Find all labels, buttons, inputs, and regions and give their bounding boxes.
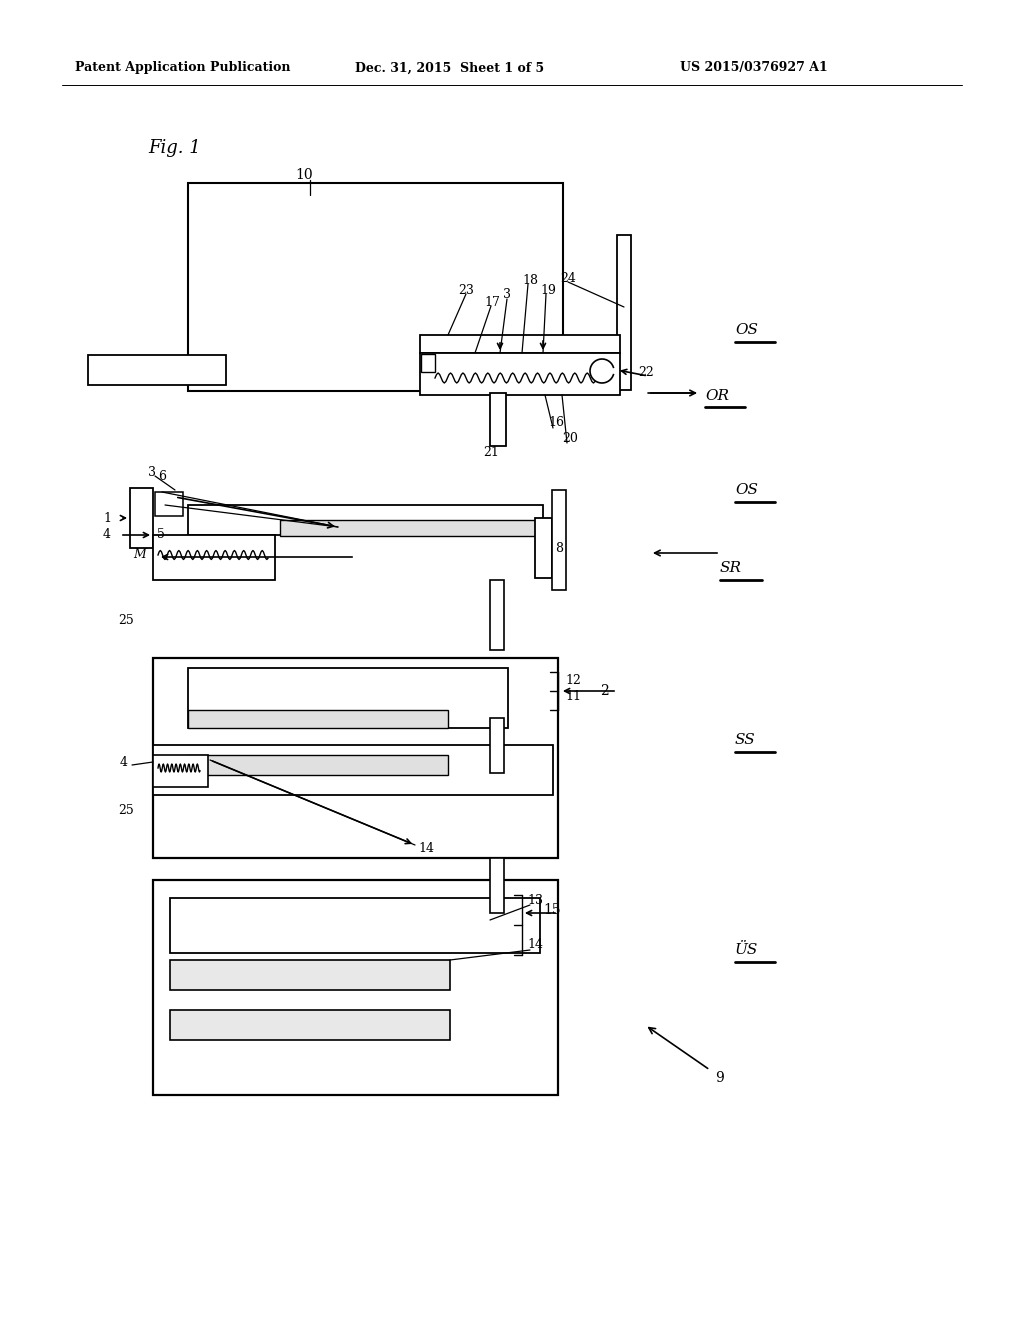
Bar [188,183,563,391]
Bar [88,355,226,385]
Text: SS: SS [735,733,756,747]
Text: 3: 3 [148,466,156,479]
Text: 9: 9 [715,1071,724,1085]
Text: 1: 1 [103,511,111,524]
Text: 12: 12 [565,673,581,686]
Text: 25: 25 [118,614,134,627]
Bar [170,898,540,953]
Bar [153,744,553,795]
Text: US 2015/0376927 A1: US 2015/0376927 A1 [680,62,827,74]
Bar [490,393,506,446]
Text: 21: 21 [483,446,499,459]
Text: 4: 4 [120,755,128,768]
Text: 3: 3 [503,289,511,301]
Text: 5: 5 [157,528,165,541]
Text: 16: 16 [548,417,564,429]
Bar [170,960,450,990]
Text: 14: 14 [527,939,543,952]
Bar [490,718,504,774]
Text: SR: SR [720,561,742,576]
Bar [552,490,566,590]
Text: 15: 15 [543,903,560,917]
Bar [490,579,504,649]
Text: 20: 20 [562,432,578,445]
Text: 6: 6 [158,470,166,483]
Bar [188,506,543,535]
Bar [617,235,631,389]
Text: Fig. 1: Fig. 1 [148,139,201,157]
Text: 22: 22 [638,367,653,380]
Bar [421,354,435,372]
Bar [535,517,552,578]
Bar [155,492,183,516]
Bar [153,755,208,787]
Bar [130,488,153,548]
Text: 24: 24 [560,272,575,285]
Text: 13: 13 [527,894,543,907]
Text: 25: 25 [118,804,134,817]
Text: 2: 2 [600,684,608,698]
Text: OS: OS [735,323,758,337]
Text: 19: 19 [540,284,556,297]
Bar [188,755,449,775]
Bar [420,335,620,352]
Text: 11: 11 [565,689,581,702]
Bar [490,858,504,913]
Bar [188,710,449,729]
Bar [280,520,542,536]
Text: ÜS: ÜS [735,942,759,957]
Text: 17: 17 [484,296,500,309]
Bar [188,668,508,729]
Text: 10: 10 [295,168,312,182]
Bar [153,535,275,579]
Text: 8: 8 [555,541,563,554]
Text: OS: OS [735,483,758,498]
Bar [420,352,620,395]
Text: OR: OR [705,389,729,403]
Text: Dec. 31, 2015  Sheet 1 of 5: Dec. 31, 2015 Sheet 1 of 5 [355,62,544,74]
Text: 4: 4 [103,528,111,541]
Text: 18: 18 [522,273,538,286]
Bar [153,657,558,858]
Text: 23: 23 [458,284,474,297]
Text: Patent Application Publication: Patent Application Publication [75,62,291,74]
Bar [170,1010,450,1040]
Text: M: M [133,549,145,561]
Text: 14: 14 [418,842,434,854]
Bar [153,880,558,1096]
